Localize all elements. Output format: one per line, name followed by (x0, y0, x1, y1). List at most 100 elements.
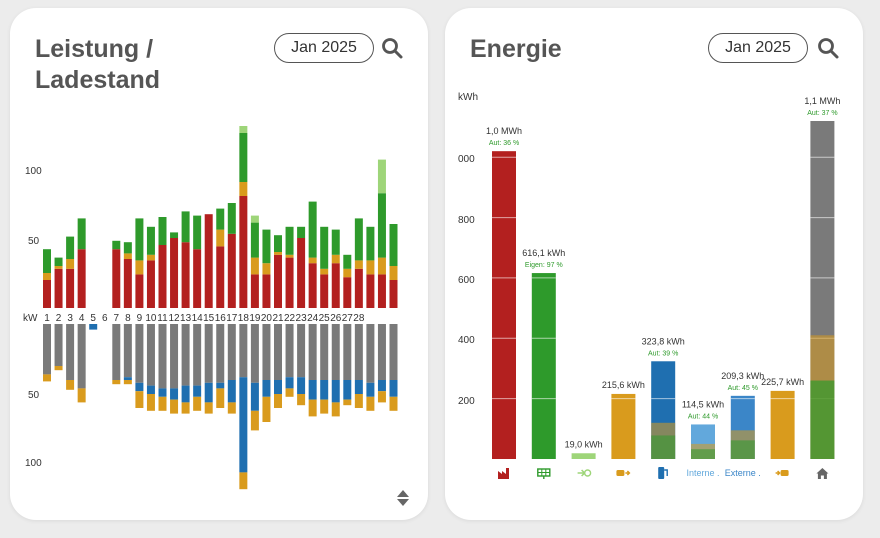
power-card-title: Leistung / Ladestand (35, 34, 160, 96)
power-bar-batterie-ladung-day-14 (193, 385, 202, 397)
power-bar-hausverbrauch-day-20 (262, 324, 271, 380)
charger-body (658, 467, 665, 479)
energy-value-label: 1,0 MWh (486, 126, 522, 136)
power-unit-label: kW (23, 313, 38, 324)
power-bar-einspeisung-day-17 (227, 402, 236, 414)
globe-shape (583, 469, 592, 477)
power-bar-hausverbrauch-day-9 (135, 324, 144, 383)
power-bar-einspeisung-day-28 (354, 394, 363, 408)
arrow-shape (577, 469, 586, 477)
power-search-icon[interactable] (380, 36, 404, 60)
power-x-label: 2 (56, 313, 62, 324)
power-x-label: 13 (180, 313, 192, 324)
power-x-label: 26 (330, 313, 342, 324)
power-bar-hausverbrauch-day-31 (389, 324, 398, 380)
power-date-selector[interactable]: Jan 2025 (274, 33, 374, 63)
sort-icon[interactable] (396, 488, 410, 508)
energy-sub-label: Aut: 45 % (728, 385, 758, 392)
power-bar-netzbezug-day-4 (77, 249, 86, 308)
energy-value-label: 19,0 kWh (565, 439, 603, 449)
energy-sub-label: Aut: 36 % (489, 140, 519, 147)
power-bar-batterie-ladung-day-5 (89, 324, 98, 330)
power-bar-netzbezug-day-17 (227, 233, 236, 308)
power-bar-netzbezug-day-11 (158, 245, 167, 308)
energy-bar-616-1-kWh (531, 273, 556, 459)
power-bar-pv-erzeugung-day-16 (216, 208, 225, 230)
power-bar-batterie-ladung-day-19 (250, 382, 259, 411)
power-x-labels: 1 2 3 4 5 6 7 8 9 10 11 12 13 14 15 16 17 18 19 20 21 22 23 24 2… (44, 313, 365, 324)
power-bar-pv-erzeugung-day-25 (320, 226, 329, 269)
power-x-label: 5 (90, 313, 96, 324)
power-bar-einspeisung-day-19 (250, 410, 259, 431)
power-bar-pv-erzeugung-day-28 (354, 218, 363, 261)
power-bar-einspeisung-day-11 (158, 396, 167, 411)
power-bar-einspeisung-day-3 (66, 380, 75, 390)
power-bar-einspeisung-day-13 (181, 402, 190, 414)
power-bar-netzbezug-day-25 (320, 274, 329, 308)
power-bar-netzbezug-day-13 (181, 242, 190, 308)
power-bar-netzbezug-day-26 (331, 263, 340, 308)
power-bar-batterie-ladung-day-20 (262, 380, 271, 397)
power-bar-hausverbrauch-day-13 (181, 324, 190, 386)
power-bar-pv-erzeugung-day-9 (135, 218, 144, 261)
energy-search-icon[interactable] (816, 36, 840, 60)
power-bar-netzbezug-day-7 (112, 249, 121, 308)
power-bar-hausverbrauch-day-30 (377, 324, 386, 380)
power-bar-pv-erzeugung-day-30 (377, 193, 386, 258)
energy-value-label: 209,3 kWh (721, 371, 764, 381)
power-title-line1: Leistung / (35, 35, 154, 63)
power-tick-50-bottom: 50 (28, 390, 40, 401)
power-bar-hausverbrauch-day-28 (354, 324, 363, 380)
energy-value-label: 323,8 kWh (642, 336, 685, 346)
power-bars (43, 126, 398, 490)
power-bar-batterie-entladung-day-9 (135, 260, 144, 275)
power-bar-netzbezug-day-28 (354, 268, 363, 308)
power-x-label: 18 (238, 313, 250, 324)
power-bar-hausverbrauch-day-23 (297, 324, 306, 378)
power-bar-netzbezug-day-19 (250, 274, 259, 308)
power-x-label: 17 (226, 313, 238, 324)
energy-date-selector[interactable]: Jan 2025 (708, 33, 808, 63)
power-bar-hausverbrauch-day-19 (250, 324, 259, 383)
solar-panel-icon (537, 468, 551, 479)
power-bar-einspeisung-day-16 (216, 388, 225, 408)
power-bar-einspeisung-day-1 (43, 374, 51, 382)
charger-cable (664, 469, 668, 476)
power-x-label: 12 (168, 313, 180, 324)
power-x-label: 20 (261, 313, 273, 324)
power-bar-netzbezug-day-21 (274, 254, 282, 308)
power-bar-netzbezug-day-2 (54, 268, 63, 308)
power-bar-pv-erzeugung-day-19 (250, 222, 259, 258)
factory-icon-shape (498, 468, 509, 479)
energy-bar-overlay-pv (691, 449, 715, 459)
power-bar-batterie-ladung-day-25 (320, 380, 329, 400)
power-bar-batterie-entladung-day-18 (239, 182, 248, 196)
power-bar-pv-erzeugung-day-4 (77, 218, 86, 250)
power-bar-batterie-entladung-day-1 (43, 273, 51, 280)
power-bar-pv-erzeugung-day-21 (274, 235, 282, 252)
power-x-label: 25 (319, 313, 331, 324)
power-bar-pv-erzeugung-day-29 (366, 226, 375, 261)
home-shape (816, 468, 829, 479)
power-bar-hausverbrauch-day-11 (158, 324, 167, 389)
power-bar-batterie-entladung-day-16 (216, 229, 225, 247)
power-bar-netzbezug-day-31 (389, 280, 398, 308)
power-bar-einspeisung-day-12 (170, 399, 179, 414)
power-bar-batterie-entladung-day-30 (377, 257, 386, 275)
power-bar-batterie-ladung-day-31 (389, 380, 398, 397)
power-x-label: 16 (215, 313, 227, 324)
power-bar-pv-erzeugung-day-31 (389, 224, 398, 266)
power-bar-einspeisung-day-25 (320, 399, 329, 414)
energy-unit-label: kWh (458, 92, 478, 103)
power-bar-hausverbrauch-day-27 (343, 324, 352, 380)
power-bar-batterie-entladung-day-25 (320, 268, 329, 275)
power-bar-netzbezug-day-10 (146, 260, 155, 308)
power-x-label: 1 (44, 313, 50, 324)
power-bar-pv-erzeugung-day-12 (170, 232, 179, 238)
power-bar-pv-erzeugung-day-24 (308, 201, 317, 258)
power-bar-netzbezug-day-1 (43, 280, 51, 308)
power-bar-pv-erzeugung-day-17 (227, 203, 236, 234)
energy-tick-400: 400 (458, 335, 475, 346)
battery-charge-icon (616, 470, 631, 476)
energy-tick-200: 200 (458, 396, 475, 407)
